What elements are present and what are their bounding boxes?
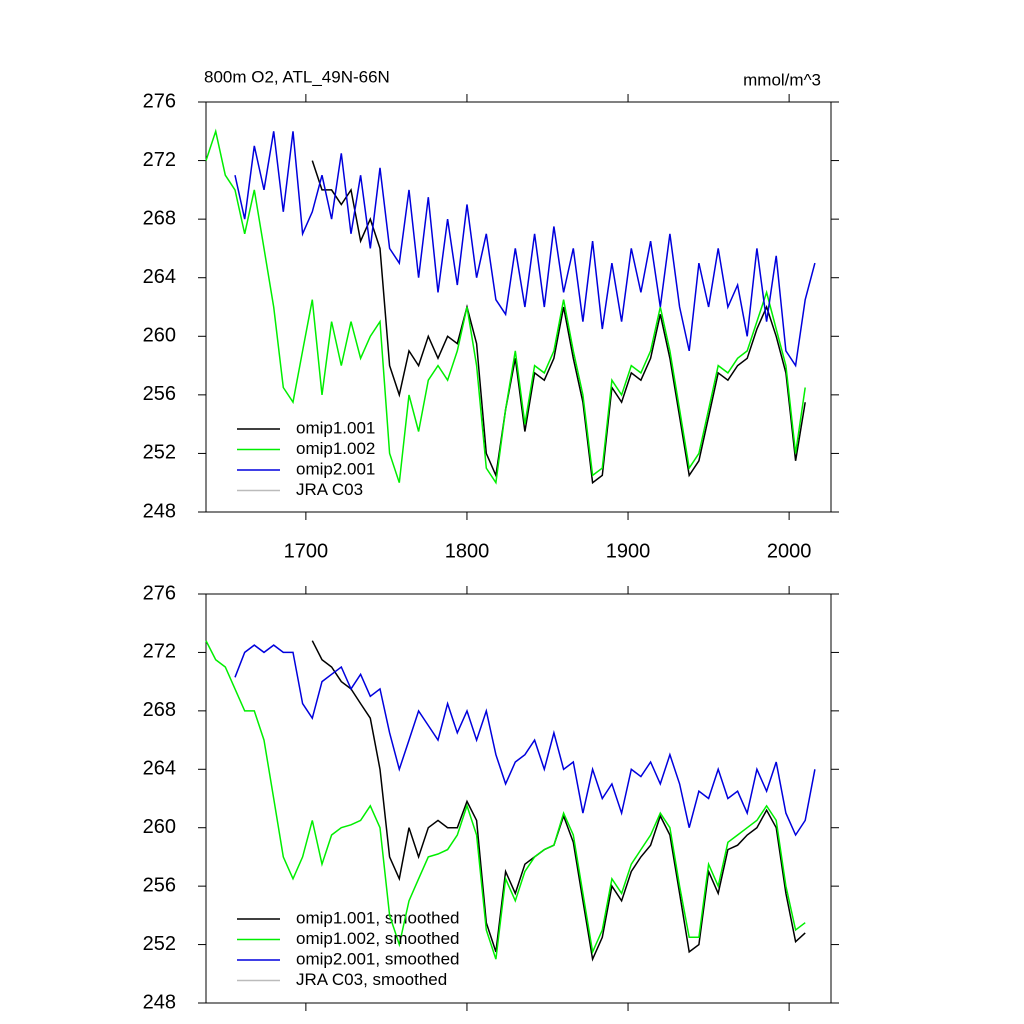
y-tick-label: 256 [143, 383, 176, 405]
x-tick-label: 1700 [284, 540, 329, 562]
legend-label: omip1.001 [296, 418, 375, 437]
y-tick-label: 260 [143, 325, 176, 347]
plot-frame [205, 593, 832, 1004]
y-tick-label: 260 [143, 816, 176, 838]
series-line [205, 640, 806, 960]
legend-label: JRA C03 [296, 480, 363, 499]
x-tick-label: 1800 [445, 540, 490, 562]
legend-label: omip1.001, smoothed [296, 908, 460, 927]
y-tick-label: 252 [143, 933, 176, 955]
y-tick-label: 248 [143, 991, 176, 1013]
chart-title: 800m O2, ATL_49N-66N [204, 67, 390, 86]
y-tick-label: 276 [143, 582, 176, 604]
y-tick-label: 264 [143, 758, 176, 780]
y-tick-label: 268 [143, 207, 176, 229]
legend-label: omip1.002 [296, 439, 375, 458]
series-line [234, 131, 816, 368]
y-tick-label: 264 [143, 266, 176, 288]
y-tick-label: 256 [143, 874, 176, 896]
series-line [234, 644, 816, 837]
legend-label: omip1.002, smoothed [296, 929, 460, 948]
y-tick-label: 272 [143, 149, 176, 171]
legend-label: omip2.001, smoothed [296, 949, 460, 968]
y-tick-label: 272 [143, 641, 176, 663]
series-line [311, 160, 806, 485]
x-tick-label: 1900 [606, 540, 651, 562]
x-tick-label: 2000 [767, 540, 812, 562]
legend-label: omip2.001 [296, 459, 375, 478]
units-label: mmol/m^3 [743, 70, 821, 89]
series-line [205, 128, 806, 485]
y-tick-label: 276 [143, 90, 176, 112]
plot-frame [205, 101, 832, 513]
y-tick-label: 252 [143, 442, 176, 464]
y-tick-label: 248 [143, 500, 176, 522]
legend-label: JRA C03, smoothed [296, 970, 447, 989]
y-tick-label: 268 [143, 699, 176, 721]
